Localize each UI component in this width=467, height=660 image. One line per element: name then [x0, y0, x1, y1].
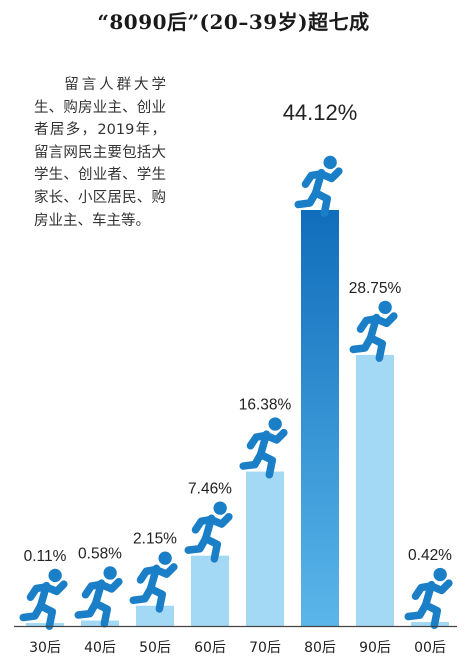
- x-tick-label: 00后: [414, 640, 446, 656]
- data-label: 0.11%: [24, 548, 67, 565]
- x-tick-label: 40后: [84, 640, 116, 656]
- x-tick-label: 50后: [139, 640, 171, 656]
- chart-title: “8090后”(20–39岁)超七成: [97, 10, 370, 34]
- data-label: 16.38%: [239, 397, 292, 414]
- running-person-icon: [184, 501, 233, 563]
- x-tick-label: 80后: [304, 640, 336, 656]
- x-tick-label: 90后: [359, 640, 391, 656]
- bar-30后: [26, 623, 64, 626]
- bar-50后: [136, 605, 174, 626]
- x-tick-label: 30后: [29, 640, 61, 656]
- running-person-icon: [239, 417, 288, 479]
- data-label: 28.75%: [349, 280, 402, 297]
- running-person-icon: [349, 300, 398, 362]
- running-person-icon: [74, 566, 123, 628]
- data-label: 44.12%: [283, 100, 358, 125]
- running-person-icon: [19, 568, 68, 630]
- running-person-icon: [404, 567, 453, 630]
- data-label: 2.15%: [133, 531, 177, 548]
- bar-00后: [411, 622, 449, 626]
- runner-icons-group: [19, 155, 453, 630]
- data-label: 7.46%: [188, 481, 232, 498]
- x-tick-label: 70后: [249, 640, 281, 656]
- bar-90后: [356, 354, 394, 626]
- bar-60后: [191, 555, 229, 626]
- bars-group: [26, 210, 449, 626]
- annotation-note: 留言人群大学生、购房业主、创业者居多，2019年，留言网民主要包括大学生、创业者…: [34, 77, 167, 229]
- running-person-icon: [294, 155, 343, 217]
- x-tick-label: 60后: [194, 640, 226, 656]
- running-person-icon: [129, 551, 178, 613]
- data-labels-group: 0.11% 0.58% 2.15% 7.46% 16.38% 44.12% 28.75% 0.…: [24, 100, 453, 565]
- bar-70后: [246, 471, 284, 626]
- bar-40后: [81, 620, 119, 626]
- bar-80后: [301, 210, 339, 626]
- x-axis: 30后 40后 50后 60后 70后 80后 90后 00后: [14, 625, 457, 656]
- data-label: 0.58%: [78, 546, 122, 563]
- data-label: 0.42%: [408, 547, 452, 564]
